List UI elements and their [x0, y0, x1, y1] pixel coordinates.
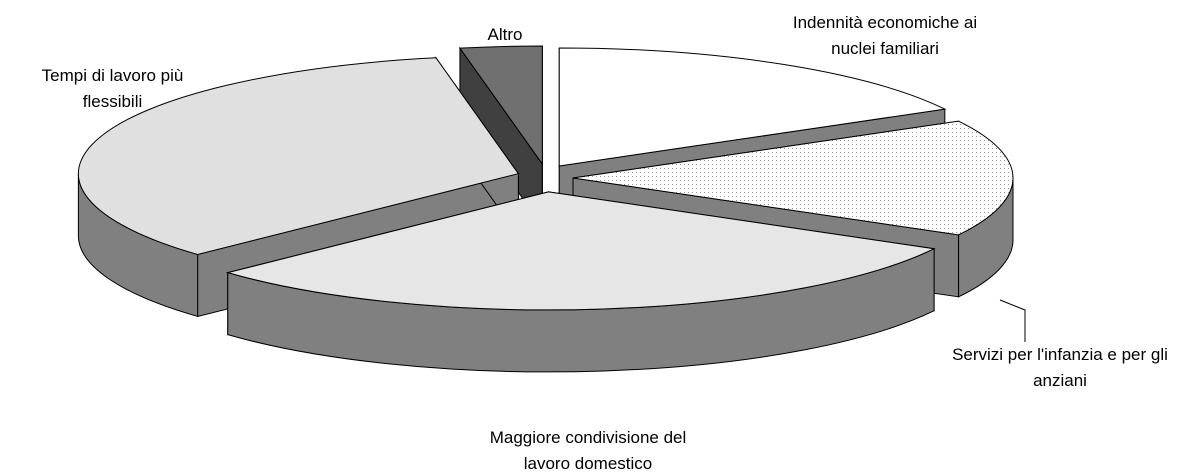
pie-slice: [458, 45, 543, 166]
slices: [77, 45, 1014, 373]
pie-slice: [77, 57, 520, 255]
slice-label: Tempi di lavoro più flessibili: [41, 66, 184, 111]
pie-slice: [225, 191, 936, 311]
pie-slice: [558, 47, 947, 167]
slice-label: Indennità economiche ai nuclei familiari: [792, 13, 978, 58]
leader-line: [999, 299, 1026, 342]
slice-label: Maggiore condivisione del lavoro domesti…: [489, 428, 687, 473]
pie-slice: [572, 120, 1014, 236]
slice-label: Altro: [487, 25, 523, 44]
slice-label: Servizi per l'infanzia e per gli anziani: [952, 345, 1168, 390]
